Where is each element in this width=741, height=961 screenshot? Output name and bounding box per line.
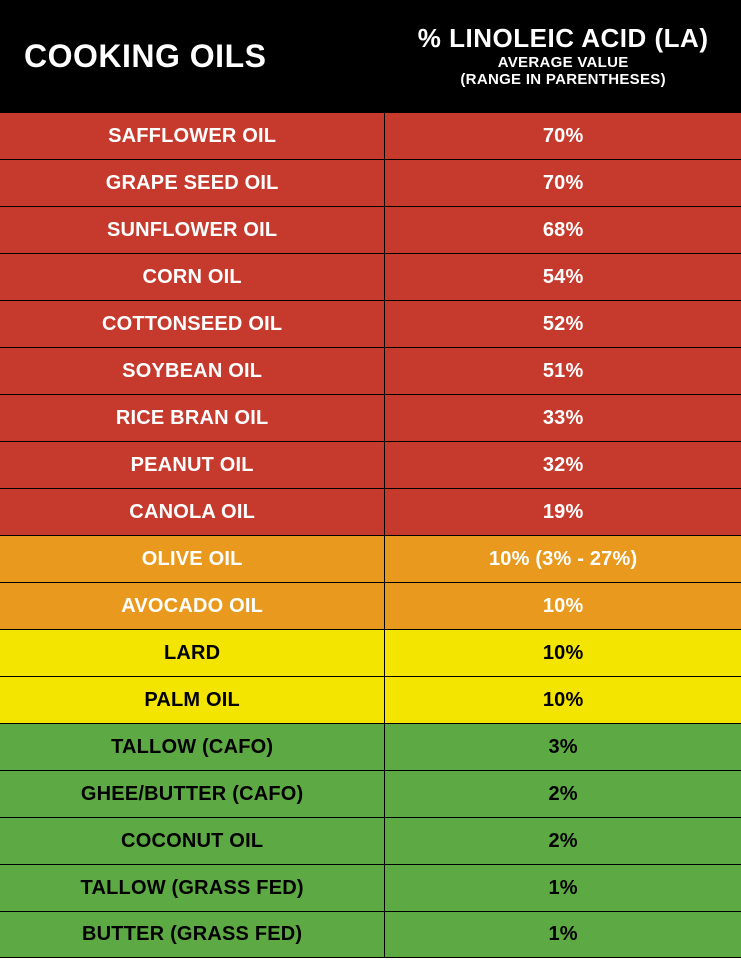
oil-value: 19% bbox=[385, 489, 741, 535]
oil-value: 68% bbox=[385, 207, 741, 253]
oil-value: 52% bbox=[385, 301, 741, 347]
oil-name: COTTONSEED OIL bbox=[0, 301, 385, 347]
table-row: CORN OIL54% bbox=[0, 253, 741, 300]
oils-table: COOKING OILS % LINOLEIC ACID (LA) AVERAG… bbox=[0, 0, 741, 958]
oil-name: COCONUT OIL bbox=[0, 818, 385, 864]
table-row: RICE BRAN OIL33% bbox=[0, 394, 741, 441]
oil-value: 2% bbox=[385, 771, 741, 817]
table-row: COCONUT OIL2% bbox=[0, 817, 741, 864]
header-row: COOKING OILS % LINOLEIC ACID (LA) AVERAG… bbox=[0, 0, 741, 112]
oil-name: CANOLA OIL bbox=[0, 489, 385, 535]
oil-name: TALLOW (CAFO) bbox=[0, 724, 385, 770]
oil-value: 3% bbox=[385, 724, 741, 770]
table-body: SAFFLOWER OIL70%GRAPE SEED OIL70%SUNFLOW… bbox=[0, 112, 741, 958]
oil-name: AVOCADO OIL bbox=[0, 583, 385, 629]
table-row: COTTONSEED OIL52% bbox=[0, 300, 741, 347]
oil-value: 1% bbox=[385, 865, 741, 911]
oil-name: PEANUT OIL bbox=[0, 442, 385, 488]
oil-name: GRAPE SEED OIL bbox=[0, 160, 385, 206]
table-row: BUTTER (GRASS FED)1% bbox=[0, 911, 741, 958]
oil-value: 2% bbox=[385, 818, 741, 864]
oil-name: SAFFLOWER OIL bbox=[0, 113, 385, 159]
oil-name: GHEE/BUTTER (CAFO) bbox=[0, 771, 385, 817]
table-row: GHEE/BUTTER (CAFO)2% bbox=[0, 770, 741, 817]
header-title-left: COOKING OILS bbox=[0, 0, 385, 112]
oil-value: 51% bbox=[385, 348, 741, 394]
header-right-line3: (RANGE IN PARENTHESES) bbox=[460, 71, 666, 88]
oil-value: 1% bbox=[385, 912, 741, 957]
table-row: SUNFLOWER OIL68% bbox=[0, 206, 741, 253]
oil-name: LARD bbox=[0, 630, 385, 676]
table-row: OLIVE OIL10% (3% - 27%) bbox=[0, 535, 741, 582]
oil-name: RICE BRAN OIL bbox=[0, 395, 385, 441]
oil-value: 54% bbox=[385, 254, 741, 300]
oil-name: PALM OIL bbox=[0, 677, 385, 723]
oil-value: 10% bbox=[385, 583, 741, 629]
table-row: TALLOW (CAFO)3% bbox=[0, 723, 741, 770]
oil-value: 32% bbox=[385, 442, 741, 488]
table-row: PEANUT OIL32% bbox=[0, 441, 741, 488]
oil-value: 33% bbox=[385, 395, 741, 441]
oil-value: 10% bbox=[385, 677, 741, 723]
header-right-line1: % LINOLEIC ACID (LA) bbox=[418, 24, 709, 53]
table-header: COOKING OILS % LINOLEIC ACID (LA) AVERAG… bbox=[0, 0, 741, 112]
table-row: CANOLA OIL19% bbox=[0, 488, 741, 535]
oil-name: TALLOW (GRASS FED) bbox=[0, 865, 385, 911]
table-row: TALLOW (GRASS FED)1% bbox=[0, 864, 741, 911]
oil-name: BUTTER (GRASS FED) bbox=[0, 912, 385, 957]
oil-value: 70% bbox=[385, 160, 741, 206]
header-right-line2: AVERAGE VALUE bbox=[498, 54, 629, 71]
oil-name: SOYBEAN OIL bbox=[0, 348, 385, 394]
header-title-right: % LINOLEIC ACID (LA) AVERAGE VALUE (RANG… bbox=[385, 0, 741, 112]
table-row: PALM OIL10% bbox=[0, 676, 741, 723]
oil-name: SUNFLOWER OIL bbox=[0, 207, 385, 253]
oil-value: 10% bbox=[385, 630, 741, 676]
table-row: GRAPE SEED OIL70% bbox=[0, 159, 741, 206]
oil-value: 10% (3% - 27%) bbox=[385, 536, 741, 582]
oil-name: CORN OIL bbox=[0, 254, 385, 300]
oil-value: 70% bbox=[385, 113, 741, 159]
table-row: LARD10% bbox=[0, 629, 741, 676]
table-row: SAFFLOWER OIL70% bbox=[0, 112, 741, 159]
table-row: AVOCADO OIL10% bbox=[0, 582, 741, 629]
oil-name: OLIVE OIL bbox=[0, 536, 385, 582]
table-row: SOYBEAN OIL51% bbox=[0, 347, 741, 394]
